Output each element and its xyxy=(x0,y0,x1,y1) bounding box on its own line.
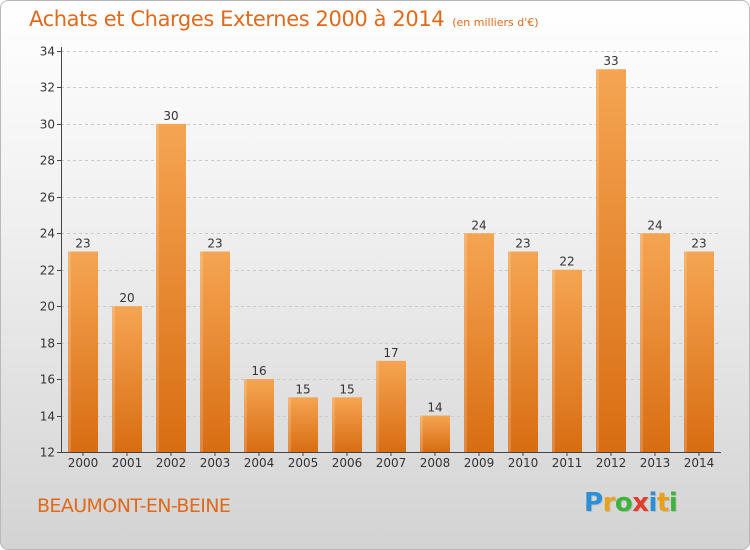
y-tick-label: 22 xyxy=(40,264,55,278)
data-label: 24 xyxy=(647,218,662,232)
bar xyxy=(68,251,98,452)
data-label: 30 xyxy=(163,109,178,123)
data-label: 15 xyxy=(339,382,354,396)
place-name: BEAUMONT-EN-BEINE xyxy=(37,495,231,517)
chart-title-text: Achats et Charges Externes 2000 à 2014 xyxy=(29,7,445,31)
bar-highlight xyxy=(508,251,511,452)
bar-highlight xyxy=(640,233,643,452)
bar xyxy=(640,233,670,452)
x-tick-label: 2007 xyxy=(376,456,407,470)
data-label: 23 xyxy=(207,237,222,251)
bar-highlight xyxy=(244,379,247,452)
data-label: 15 xyxy=(295,382,310,396)
y-tick-label: 32 xyxy=(40,81,55,95)
bar-highlight xyxy=(200,251,203,452)
bar-highlight xyxy=(288,397,291,452)
bar-highlight xyxy=(464,233,467,452)
bar-highlight xyxy=(552,269,555,452)
bar xyxy=(112,306,142,452)
x-tick-label: 2010 xyxy=(508,456,539,470)
bar xyxy=(552,269,582,452)
y-tick-label: 30 xyxy=(40,118,55,132)
data-label: 23 xyxy=(691,237,706,251)
x-tick-label: 2011 xyxy=(552,456,583,470)
bar xyxy=(464,233,494,452)
y-tick-label: 26 xyxy=(40,191,55,205)
y-tick-label: 28 xyxy=(40,154,55,168)
logo-letter: x xyxy=(632,488,649,518)
logo-letter: i xyxy=(648,488,658,518)
bar-highlight xyxy=(376,360,379,452)
data-label: 17 xyxy=(383,346,398,360)
y-tick-label: 16 xyxy=(40,373,55,387)
x-tick-label: 2006 xyxy=(332,456,363,470)
bar-highlight xyxy=(684,251,687,452)
bar xyxy=(288,397,318,452)
y-tick-label: 34 xyxy=(40,45,55,59)
data-label: 33 xyxy=(603,54,618,68)
bar xyxy=(596,69,626,453)
y-tick-label: 12 xyxy=(40,446,55,460)
x-tick-label: 2005 xyxy=(288,456,319,470)
bar-highlight xyxy=(332,397,335,452)
logo-letter: P xyxy=(584,488,603,518)
chart-title: Achats et Charges Externes 2000 à 2014 (e… xyxy=(29,7,539,31)
bar-highlight xyxy=(68,251,71,452)
bar-highlight xyxy=(420,415,423,452)
data-label: 20 xyxy=(119,291,134,305)
x-tick-label: 2008 xyxy=(420,456,451,470)
data-label: 16 xyxy=(251,364,266,378)
bar-highlight xyxy=(112,306,115,452)
y-tick-label: 14 xyxy=(40,410,55,424)
bar xyxy=(376,360,406,452)
proxiti-logo: Proxiti xyxy=(584,488,678,518)
bar xyxy=(156,123,186,452)
bar xyxy=(332,397,362,452)
data-label: 22 xyxy=(559,255,574,269)
x-tick-label: 2009 xyxy=(464,456,495,470)
logo-letter: t xyxy=(656,488,669,518)
x-tick-label: 2012 xyxy=(596,456,627,470)
x-tick-label: 2000 xyxy=(68,456,99,470)
bar xyxy=(508,251,538,452)
x-tick-label: 2013 xyxy=(640,456,671,470)
data-label: 23 xyxy=(75,237,90,251)
bar-highlight xyxy=(596,69,599,453)
logo-letter: o xyxy=(614,488,633,518)
logo-letter: r xyxy=(602,488,616,518)
logo-letter: i xyxy=(668,488,678,518)
bar xyxy=(420,415,450,452)
bar-highlight xyxy=(156,123,159,452)
bar xyxy=(244,379,274,452)
y-tick-label: 18 xyxy=(40,337,55,351)
chart-unit: (en milliers d'€) xyxy=(452,16,539,29)
x-tick-label: 2004 xyxy=(244,456,275,470)
bar xyxy=(200,251,230,452)
bar xyxy=(684,251,714,452)
data-label: 14 xyxy=(427,401,442,415)
y-tick-label: 24 xyxy=(40,227,55,241)
data-label: 23 xyxy=(515,237,530,251)
x-tick-label: 2002 xyxy=(156,456,187,470)
x-tick-label: 2003 xyxy=(200,456,231,470)
x-tick-label: 2001 xyxy=(112,456,143,470)
x-tick-label: 2014 xyxy=(684,456,715,470)
y-tick-label: 20 xyxy=(40,300,55,314)
data-label: 24 xyxy=(471,218,486,232)
